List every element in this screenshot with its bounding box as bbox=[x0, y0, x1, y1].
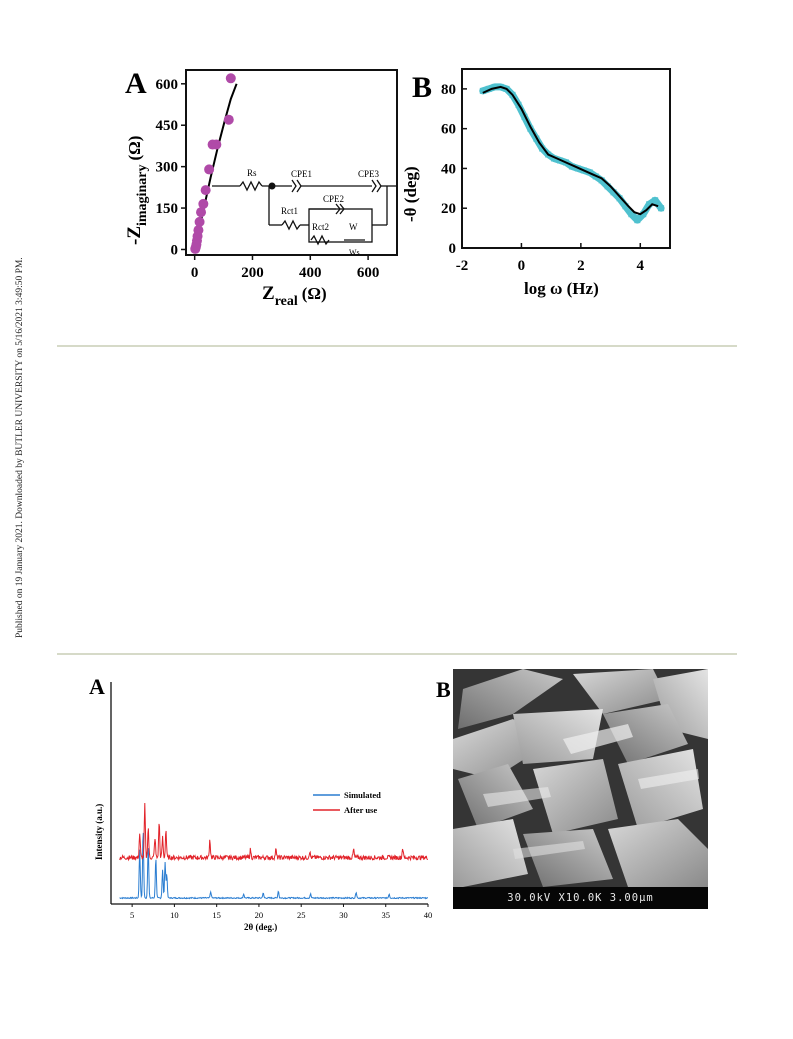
measured-point bbox=[491, 83, 498, 90]
panel-letter-b: B bbox=[412, 71, 432, 104]
xrd-xlabel: 2θ (deg.) bbox=[244, 922, 277, 932]
x-tick-label: 20 bbox=[255, 910, 264, 920]
sem-micrograph: 30.0kV X10.0K 3.00μm bbox=[453, 669, 708, 909]
y-tick-label: 0 bbox=[449, 241, 457, 257]
nyquist-plot: A 0 200 400 600 0 150 300 450 600 Rs CPE1 CPE3 R… bbox=[124, 67, 398, 309]
fit-line bbox=[482, 85, 659, 216]
x-tick-label: -2 bbox=[456, 258, 469, 274]
x-tick-label: 0 bbox=[191, 265, 199, 281]
data-point bbox=[198, 198, 209, 209]
data-point bbox=[211, 139, 222, 150]
bode-frame bbox=[461, 68, 671, 249]
data-point bbox=[194, 216, 205, 227]
y-tick-label: 450 bbox=[156, 118, 179, 134]
measured-point bbox=[539, 145, 546, 152]
bode-fit-line bbox=[482, 85, 659, 216]
sem-scale-bar: 30.0kV X10.0K 3.00μm bbox=[453, 887, 708, 909]
circuit-rct1-label: Rct1 bbox=[281, 206, 298, 216]
data-point bbox=[196, 207, 207, 218]
x-tick-label: 2 bbox=[577, 258, 585, 274]
y-tick-label: 300 bbox=[156, 160, 179, 176]
circuit-rct2-label: Rct2 bbox=[312, 222, 329, 232]
measured-point bbox=[604, 183, 611, 190]
bode-ylabel: -θ (deg) bbox=[401, 166, 420, 222]
measured-point bbox=[658, 205, 665, 212]
legend-simulated: Simulated bbox=[344, 790, 381, 800]
nyquist-ticks: 0 200 400 600 0 150 300 450 600 bbox=[156, 77, 380, 281]
nyquist-ylabel: -Zimaginary(Ω) bbox=[124, 136, 150, 245]
nyquist-frame bbox=[185, 69, 398, 256]
x-tick-label: 30 bbox=[339, 910, 348, 920]
circuit-cpe3-label: CPE3 bbox=[358, 169, 380, 179]
x-tick-label: 25 bbox=[297, 910, 306, 920]
data-point bbox=[193, 225, 204, 236]
xrd-series-after-use bbox=[119, 802, 428, 862]
measured-point bbox=[598, 177, 605, 184]
panel-letter-a: A bbox=[125, 67, 147, 100]
y-tick-label: 40 bbox=[441, 161, 456, 177]
y-tick-label: 60 bbox=[441, 122, 456, 138]
sem-letter-layer: B bbox=[436, 677, 451, 702]
y-tick-label: 20 bbox=[441, 201, 456, 217]
circuit-ws-label: Ws bbox=[349, 248, 360, 257]
x-tick-label: 40 bbox=[424, 910, 433, 920]
xrd-ticks: 5 10 15 20 25 30 35 40 bbox=[130, 904, 432, 920]
x-tick-label: 600 bbox=[357, 265, 380, 281]
measured-point bbox=[479, 87, 486, 94]
x-tick-label: 35 bbox=[381, 910, 390, 920]
data-point bbox=[223, 114, 234, 125]
measured-point bbox=[628, 211, 635, 218]
data-point bbox=[204, 164, 215, 175]
data-point bbox=[200, 185, 211, 196]
xrd-series-simulated bbox=[119, 832, 428, 900]
y-tick-label: 80 bbox=[441, 82, 456, 98]
equivalent-circuit bbox=[212, 179, 396, 246]
circuit-cpe2-label: CPE2 bbox=[323, 194, 344, 204]
nyquist-points bbox=[190, 73, 236, 254]
measured-point bbox=[622, 203, 629, 210]
measured-point bbox=[634, 217, 641, 224]
x-tick-label: 0 bbox=[518, 258, 526, 274]
y-tick-label: 0 bbox=[171, 242, 179, 258]
measured-point bbox=[652, 197, 659, 204]
x-tick-label: 10 bbox=[170, 910, 179, 920]
nyquist-xlabel: Zreal (Ω) bbox=[262, 283, 327, 309]
x-tick-label: 400 bbox=[299, 265, 322, 281]
legend-after-use: After use bbox=[344, 805, 377, 815]
xrd-legend: Simulated After use bbox=[313, 790, 381, 815]
panel-letter-a-bottom: A bbox=[89, 674, 105, 699]
measured-point bbox=[610, 189, 617, 196]
x-tick-label: 15 bbox=[212, 910, 221, 920]
circuit-rs-label: Rs bbox=[247, 168, 257, 178]
x-tick-label: 5 bbox=[130, 910, 134, 920]
measured-point bbox=[485, 85, 492, 92]
divider-top bbox=[57, 345, 737, 347]
measured-point bbox=[640, 211, 647, 218]
bode-xlabel: log ω (Hz) bbox=[524, 279, 599, 298]
xrd-series bbox=[119, 802, 428, 900]
x-tick-label: 4 bbox=[637, 258, 645, 274]
divider-bottom bbox=[57, 653, 737, 655]
circuit-cpe1-label: CPE1 bbox=[291, 169, 312, 179]
data-point bbox=[225, 73, 236, 84]
measured-point bbox=[551, 155, 558, 162]
panel-letter-b-bottom: B bbox=[436, 677, 451, 702]
y-tick-label: 600 bbox=[156, 77, 179, 93]
measured-point bbox=[568, 163, 575, 170]
sem-flakes bbox=[453, 669, 708, 887]
x-tick-label: 200 bbox=[241, 265, 264, 281]
measured-point bbox=[646, 201, 653, 208]
y-tick-label: 150 bbox=[156, 201, 179, 217]
circuit-w-label: W bbox=[349, 222, 358, 232]
xrd-ylabel: Intensity (a.u.) bbox=[94, 804, 104, 860]
measured-point bbox=[616, 195, 623, 202]
